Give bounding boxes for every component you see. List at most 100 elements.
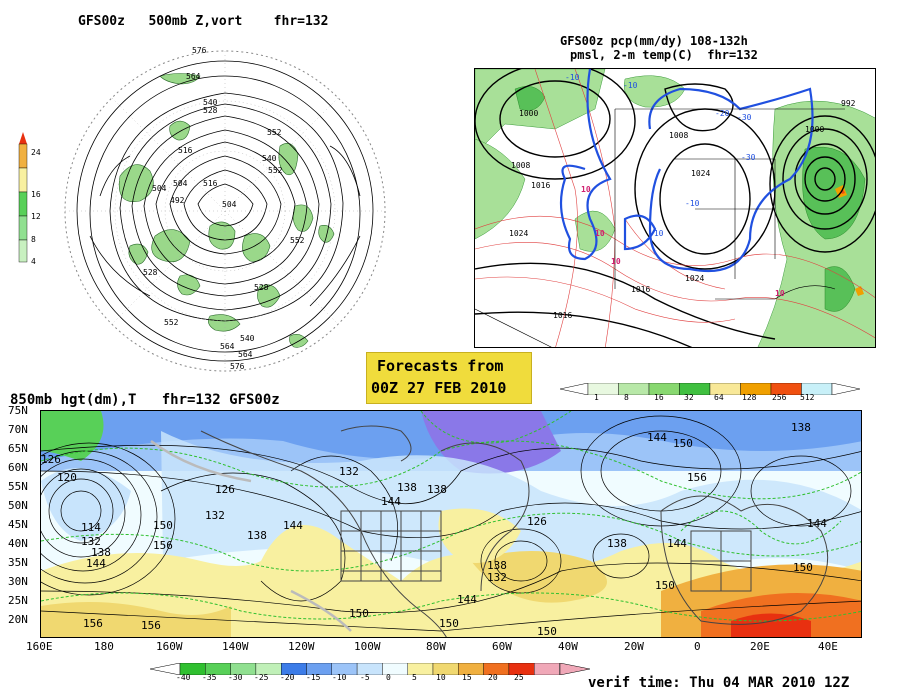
polar-contour-label: 492 xyxy=(170,196,185,205)
hemi-height-label: 144 xyxy=(667,537,687,550)
colorbar-swatch xyxy=(534,662,560,676)
polar-contour-label: 504 xyxy=(173,179,188,188)
polar-contour-label: 528 xyxy=(254,283,269,292)
lon-label: 60W xyxy=(492,640,512,653)
hemi-height-label: 138 xyxy=(487,559,507,572)
hemi-height-label: 144 xyxy=(457,593,477,606)
conus-temp-label: -10 xyxy=(649,229,664,238)
lon-label: 20E xyxy=(750,640,770,653)
conus-isobar-label: 1008 xyxy=(669,131,689,140)
lon-axis: 160E 180 160W 140W 120W 100W 80W 60W 40W… xyxy=(0,640,900,656)
lat-label: 65N xyxy=(8,442,28,455)
hemi-height-label: 132 xyxy=(81,535,101,548)
conus-isobar-label: 1016 xyxy=(631,285,651,294)
polar-colorbar-label: 8 xyxy=(31,235,36,244)
polar-contour-label: 516 xyxy=(203,179,218,188)
hemi-height-label: 150 xyxy=(537,625,557,638)
conus-panel-title-line2: pmsl, 2-m temp(C) fhr=132 xyxy=(570,48,758,62)
conus-colorbar-label: 512 xyxy=(800,393,815,402)
hemi-height-label: 144 xyxy=(283,519,303,532)
conus-temp-label: 10 xyxy=(611,257,621,266)
polar-contour-label: 540 xyxy=(203,98,218,107)
polar-contour-label: 552 xyxy=(290,236,305,245)
conus-colorbar: 1 8 16 32 64 128 256 512 xyxy=(559,380,861,404)
conus-isobar-label: 1008 xyxy=(511,161,531,170)
conus-isobar-label: 992 xyxy=(841,99,856,108)
conus-colorbar-label: 32 xyxy=(684,393,694,402)
hemi-height-label: 138 xyxy=(791,421,811,434)
temp-colorbar-label: -25 xyxy=(254,673,269,682)
hemi-height-label: 126 xyxy=(41,453,61,466)
lon-label: 140W xyxy=(222,640,249,653)
lat-label: 35N xyxy=(8,556,28,569)
conus-temp-label: -10 xyxy=(565,73,580,82)
temp-colorbar-label: -30 xyxy=(228,673,243,682)
conus-temp-label: 10 xyxy=(775,289,785,298)
conus-temp-label: -30 xyxy=(741,153,756,162)
hemi-height-label: 138 xyxy=(607,537,627,550)
hemi-height-label: 132 xyxy=(339,465,359,478)
lon-label: 20W xyxy=(624,640,644,653)
hemi-height-label: 150 xyxy=(655,579,675,592)
polar-contour-label: 552 xyxy=(267,128,282,137)
lat-label: 55N xyxy=(8,480,28,493)
temp-colorbar-label: 15 xyxy=(462,673,472,682)
hemi-height-label: 126 xyxy=(215,483,235,496)
lon-label: 160W xyxy=(156,640,183,653)
temp-colorbar-label: -35 xyxy=(202,673,217,682)
verification-time: verif time: Thu 04 MAR 2010 12Z xyxy=(588,675,850,691)
conus-isobar-label: 1000 xyxy=(805,125,825,134)
lat-label: 20N xyxy=(8,613,28,626)
hemi-height-label: 114 xyxy=(81,521,101,534)
polar-colorbar-label: 24 xyxy=(31,148,41,157)
hemi-height-label: 144 xyxy=(381,495,401,508)
hemi-height-label: 138 xyxy=(397,481,417,494)
hemi-height-label: 156 xyxy=(153,539,173,552)
hemi-height-label: 144 xyxy=(86,557,106,570)
polar-500mb-map: 576 564 552 540 528 516 504 492 528 552 … xyxy=(60,36,390,386)
forecast-box-line2: 00Z 27 FEB 2010 xyxy=(371,379,507,397)
hemi-height-label: 132 xyxy=(205,509,225,522)
polar-contour-label: 540 xyxy=(262,154,277,163)
conus-isobar-label: 1016 xyxy=(553,311,573,320)
temp-colorbar-label: -20 xyxy=(280,673,295,682)
polar-contour-label: 576 xyxy=(230,362,245,371)
conus-temp-label: 10 xyxy=(581,185,591,194)
temp-colorbar-label: -40 xyxy=(176,673,191,682)
temp-colorbar-label: 25 xyxy=(514,673,524,682)
polar-contour-label: 564 xyxy=(238,350,253,359)
polar-colorbar-label: 16 xyxy=(31,190,41,199)
lon-label: 100W xyxy=(354,640,381,653)
lon-label: 40E xyxy=(818,640,838,653)
hemi-height-label: 150 xyxy=(673,437,693,450)
polar-panel-title: GFS00z 500mb Z,vort fhr=132 xyxy=(78,14,329,29)
conus-temp-label: -10 xyxy=(685,199,700,208)
temp-colorbar-label: -5 xyxy=(360,673,370,682)
hemi-height-label: 156 xyxy=(141,619,161,632)
temp-colorbar: -40 -35 -30 -25 -20 -15 -10 -5 0 5 10 15… xyxy=(149,660,591,684)
conus-colorbar-label: 128 xyxy=(742,393,757,402)
polar-contour-label: 540 xyxy=(240,334,255,343)
polar-contour-label: 576 xyxy=(192,46,207,55)
conus-temp-label: -20 xyxy=(715,109,730,118)
conus-isobar-label: 1024 xyxy=(691,169,711,178)
colorbar-swatch xyxy=(587,382,619,396)
hemi-height-label: 144 xyxy=(807,517,827,530)
lat-label: 40N xyxy=(8,537,28,550)
temp-colorbar-label: -15 xyxy=(306,673,321,682)
hemi-height-label: 150 xyxy=(153,519,173,532)
polar-contour-label: 504 xyxy=(152,184,167,193)
conus-temp-label: -30 xyxy=(737,113,752,122)
hemi-height-label: 150 xyxy=(439,617,459,630)
forecast-box-line1: Forecasts from xyxy=(377,357,504,375)
conus-precip-map: 1000 1008 1016 1024 1024 1016 1016 1008 … xyxy=(474,68,876,348)
temp-colorbar-label: 20 xyxy=(488,673,498,682)
temp-colorbar-label: -10 xyxy=(332,673,347,682)
forecast-init-box: Forecasts from 00Z 27 FEB 2010 xyxy=(366,352,532,404)
temp-colorbar-label: 0 xyxy=(386,673,391,682)
temp-colorbar-label: 5 xyxy=(412,673,417,682)
hemi-height-label: 132 xyxy=(487,571,507,584)
hemi-height-label: 150 xyxy=(793,561,813,574)
lon-label: 40W xyxy=(558,640,578,653)
conus-isobar-label: 1024 xyxy=(509,229,529,238)
